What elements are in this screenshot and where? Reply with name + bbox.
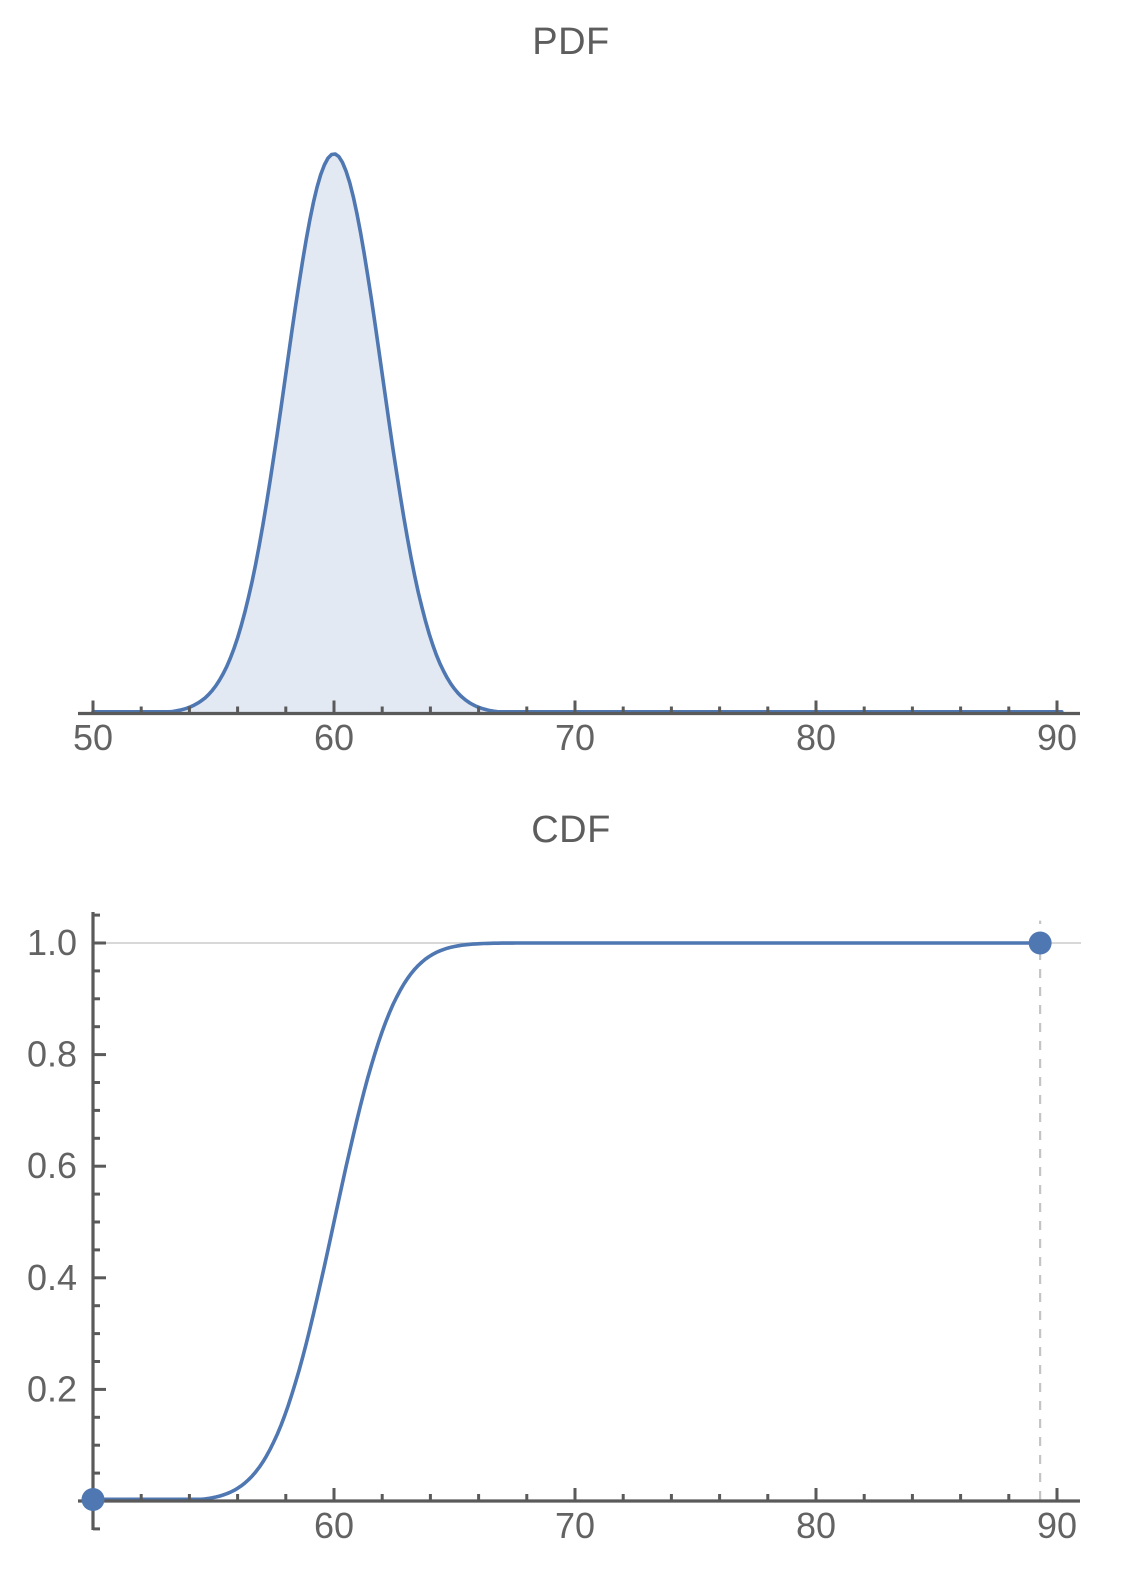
cdf-y-tick-label: 0.4 — [27, 1257, 77, 1298]
cdf-x-tick-label: 90 — [1037, 1505, 1077, 1546]
cdf-chart-title: CDF — [531, 809, 611, 851]
pdf-area-fill — [93, 154, 1065, 714]
cdf-endpoint-dot-left — [81, 1488, 105, 1511]
cdf-endpoint-dot-right — [1028, 931, 1052, 955]
pdf-x-tick-label: 70 — [555, 717, 595, 758]
pdf-x-tick-label: 50 — [73, 717, 113, 758]
cdf-x-tick-label: 80 — [796, 1505, 836, 1546]
pdf-x-tick-label: 60 — [314, 717, 354, 758]
cdf-y-tick-label: 0.8 — [27, 1034, 77, 1075]
cdf-y-tick-label: 0.2 — [27, 1368, 77, 1409]
cdf-curve — [91, 941, 1042, 1502]
cdf-y-tick-label: 0.6 — [27, 1145, 77, 1186]
pdf-chart-title: PDF — [532, 21, 610, 63]
pdf-x-tick-label: 90 — [1037, 717, 1077, 758]
pdf-curve — [91, 152, 1064, 714]
cdf-y-tick-label: 1.0 — [27, 922, 77, 963]
pdf-plot: 50 60 70 80 90 — [73, 152, 1080, 758]
cdf-x-tick-label: 60 — [314, 1505, 354, 1546]
pdf-x-tick-label: 80 — [796, 717, 836, 758]
cdf-x-tick-label: 70 — [555, 1505, 595, 1546]
cdf-plot: 60 70 80 90 0.2 0.4 0.6 0.8 1.0 — [27, 912, 1081, 1546]
